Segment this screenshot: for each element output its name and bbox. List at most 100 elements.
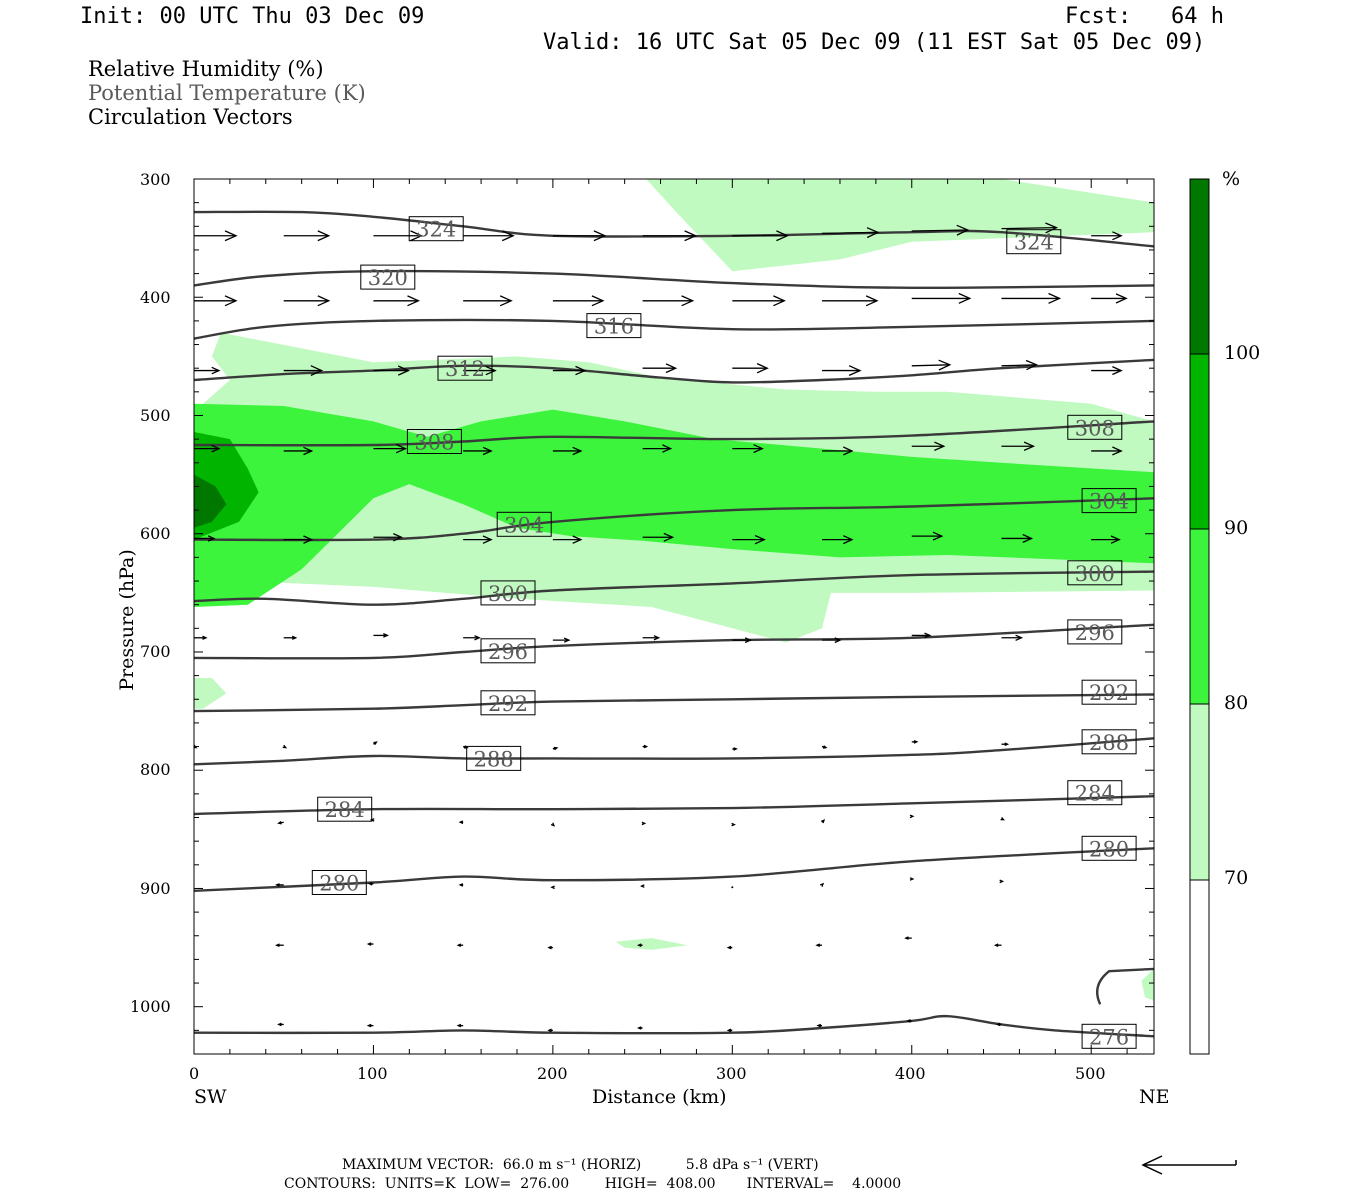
- circulation-vector: [732, 444, 764, 454]
- svg-text:284: 284: [325, 798, 365, 822]
- svg-text:300: 300: [1075, 562, 1115, 586]
- circulation-vector: [283, 535, 314, 544]
- rh-shading: [194, 179, 1154, 1001]
- legend-vectors: Circulation Vectors: [88, 105, 293, 129]
- theta-contour-304: [194, 497, 1154, 542]
- contour-label-324: 324: [1006, 229, 1062, 255]
- circulation-vector: [822, 446, 854, 456]
- xtick-0: 0: [189, 1064, 200, 1083]
- colorbar-90: [1190, 354, 1209, 529]
- ytick-900: 900: [140, 879, 171, 898]
- contour-label-308: 308: [406, 429, 462, 455]
- circulation-vector: [642, 444, 673, 453]
- svg-text:296: 296: [1075, 621, 1115, 645]
- svg-text:308: 308: [414, 431, 454, 455]
- svg-text:308: 308: [1075, 416, 1115, 440]
- circulation-vector: [463, 535, 493, 544]
- plot-frame: [193, 178, 1155, 1055]
- circulation-vector: [552, 230, 607, 242]
- theta-contours: [194, 210, 1154, 1038]
- circulation-vector: [283, 230, 331, 242]
- svg-text:320: 320: [368, 266, 408, 290]
- circulation-vector: [366, 1023, 374, 1028]
- circulation-vector: [821, 745, 828, 749]
- svg-text:324: 324: [416, 218, 456, 242]
- ytick-1000: 1000: [130, 997, 171, 1016]
- colorbar-unit: %: [1222, 168, 1241, 190]
- circulation-vector: [373, 633, 390, 638]
- circulation-vector: [552, 365, 587, 376]
- contour-label-320: 320: [360, 264, 416, 290]
- circulation-vector: [194, 635, 208, 640]
- circulation-vector: [366, 942, 374, 946]
- circulation-vector: [999, 879, 1005, 884]
- circulation-vector: [731, 822, 736, 827]
- svg-text:300: 300: [488, 582, 528, 606]
- circulation-vector: [458, 820, 464, 825]
- circulation-vector: [367, 881, 374, 886]
- circulation-vector: [283, 365, 324, 376]
- xtick-200: 200: [537, 1064, 568, 1083]
- circulation-vector: [1000, 816, 1005, 821]
- circulation-vector: [373, 443, 407, 454]
- circulation-vector: [732, 295, 786, 307]
- circulation-vector: [550, 885, 555, 890]
- contour-label-284: 284: [1067, 780, 1123, 806]
- circulation-vector: [547, 945, 553, 950]
- contour-label-276: 276: [1081, 1023, 1137, 1049]
- circulation-vector: [815, 943, 823, 947]
- circulation-vector: [463, 635, 481, 641]
- circulation-vector: [194, 535, 216, 542]
- colorbar-80: [1190, 529, 1209, 704]
- svg-text:316: 316: [594, 315, 634, 339]
- contour-label-280: 280: [311, 870, 367, 896]
- theta-contour-316: [194, 318, 1154, 340]
- circulation-vector: [726, 945, 733, 950]
- circulation-vector: [547, 1028, 553, 1033]
- theta-contour-292: [194, 693, 1154, 713]
- circulation-vector: [642, 363, 678, 374]
- circulation-vector: [726, 1028, 733, 1033]
- circulation-vector: [732, 363, 769, 374]
- circulation-vector: [275, 883, 284, 887]
- circulation-vector: [552, 746, 559, 751]
- circulation-vector: [819, 882, 825, 887]
- rh-region-80-6: [194, 403, 1154, 607]
- circulation-vector: [194, 230, 238, 242]
- circulation-vector: [550, 822, 556, 827]
- circulation-vector: [911, 359, 952, 371]
- circulation-vectors: [194, 222, 1128, 1033]
- circulation-vector: [909, 877, 915, 881]
- circulation-vector: [639, 884, 645, 888]
- circulation-vector: [641, 821, 647, 826]
- theta-contour-288: [194, 737, 1154, 766]
- circulation-vector: [1091, 366, 1123, 376]
- ytick-700: 700: [140, 642, 171, 661]
- contour-labels: 324 324 320 316 312 308 308 304 304 300 300 296 296 2…: [311, 216, 1137, 1049]
- circulation-vector: [911, 441, 946, 451]
- circulation-vector: [909, 814, 915, 819]
- contour-label-280: 280: [1081, 835, 1137, 861]
- circulation-vector: [732, 230, 789, 242]
- axis-ticks: [193, 178, 1154, 1055]
- circulation-vector: [373, 295, 420, 307]
- circulation-vector: [642, 635, 661, 641]
- circulation-vector: [194, 444, 221, 453]
- circulation-vector: [456, 943, 464, 947]
- circulation-vector: [277, 1022, 284, 1027]
- circulation-vector: [373, 741, 378, 746]
- contour-label-288: 288: [466, 745, 522, 771]
- circulation-vector: [458, 883, 464, 887]
- theta-contour-312: [194, 358, 1154, 384]
- circulation-vector: [904, 936, 912, 940]
- circulation-vector: [642, 295, 695, 307]
- contour-label-316: 316: [586, 313, 642, 339]
- contour-label-292: 292: [1081, 679, 1137, 705]
- theta-contour-300: [194, 570, 1154, 606]
- forecast-hour: Fcst: 64 h: [1065, 4, 1224, 29]
- ytick-400: 400: [140, 288, 171, 307]
- init-time: Init: 00 UTC Thu 03 Dec 09: [80, 4, 425, 29]
- circulation-vector: [373, 533, 403, 542]
- circulation-vector: [911, 531, 944, 541]
